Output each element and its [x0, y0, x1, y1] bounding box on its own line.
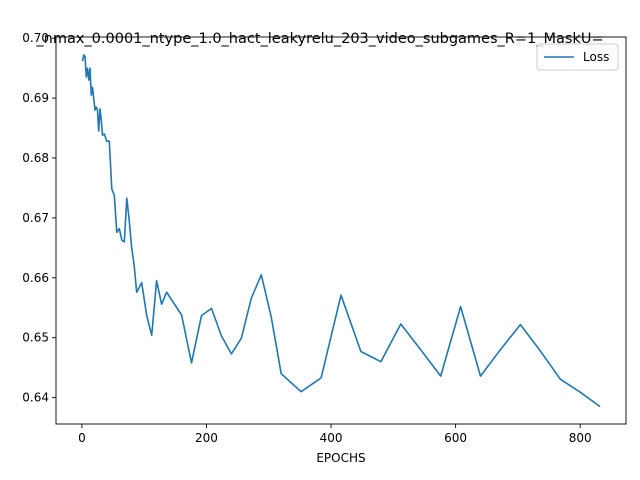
y-tick-label: 0.64 [22, 391, 49, 405]
y-tick-label: 0.69 [22, 91, 49, 105]
chart-title: _nmax_0.0001_ntype_1.0_hact_leakyrelu_20… [35, 31, 603, 47]
x-axis-ticks: 0 200 400 600 800 [78, 424, 592, 445]
x-tick-label: 0 [78, 431, 86, 445]
y-tick-label: 0.68 [22, 151, 49, 165]
y-tick-label: 0.66 [22, 271, 49, 285]
plot-area [81, 54, 601, 408]
legend-label-loss: Loss [583, 50, 609, 64]
legend-box [536, 43, 619, 71]
x-tick-label: 600 [444, 431, 467, 445]
x-axis-label: EPOCHS [316, 451, 365, 465]
y-tick-label: 0.70 [22, 31, 49, 45]
y-axis-ticks: 0.64 0.65 0.66 0.67 0.68 0.69 0.70 [22, 31, 56, 405]
x-tick-label: 800 [569, 431, 592, 445]
y-tick-label: 0.67 [22, 211, 49, 225]
series-line-loss [81, 54, 601, 408]
x-tick-label: 400 [320, 431, 343, 445]
x-tick-label: 200 [195, 431, 218, 445]
legend: Loss [536, 43, 619, 71]
plot-frame [55, 36, 627, 425]
y-tick-label: 0.65 [22, 331, 49, 345]
